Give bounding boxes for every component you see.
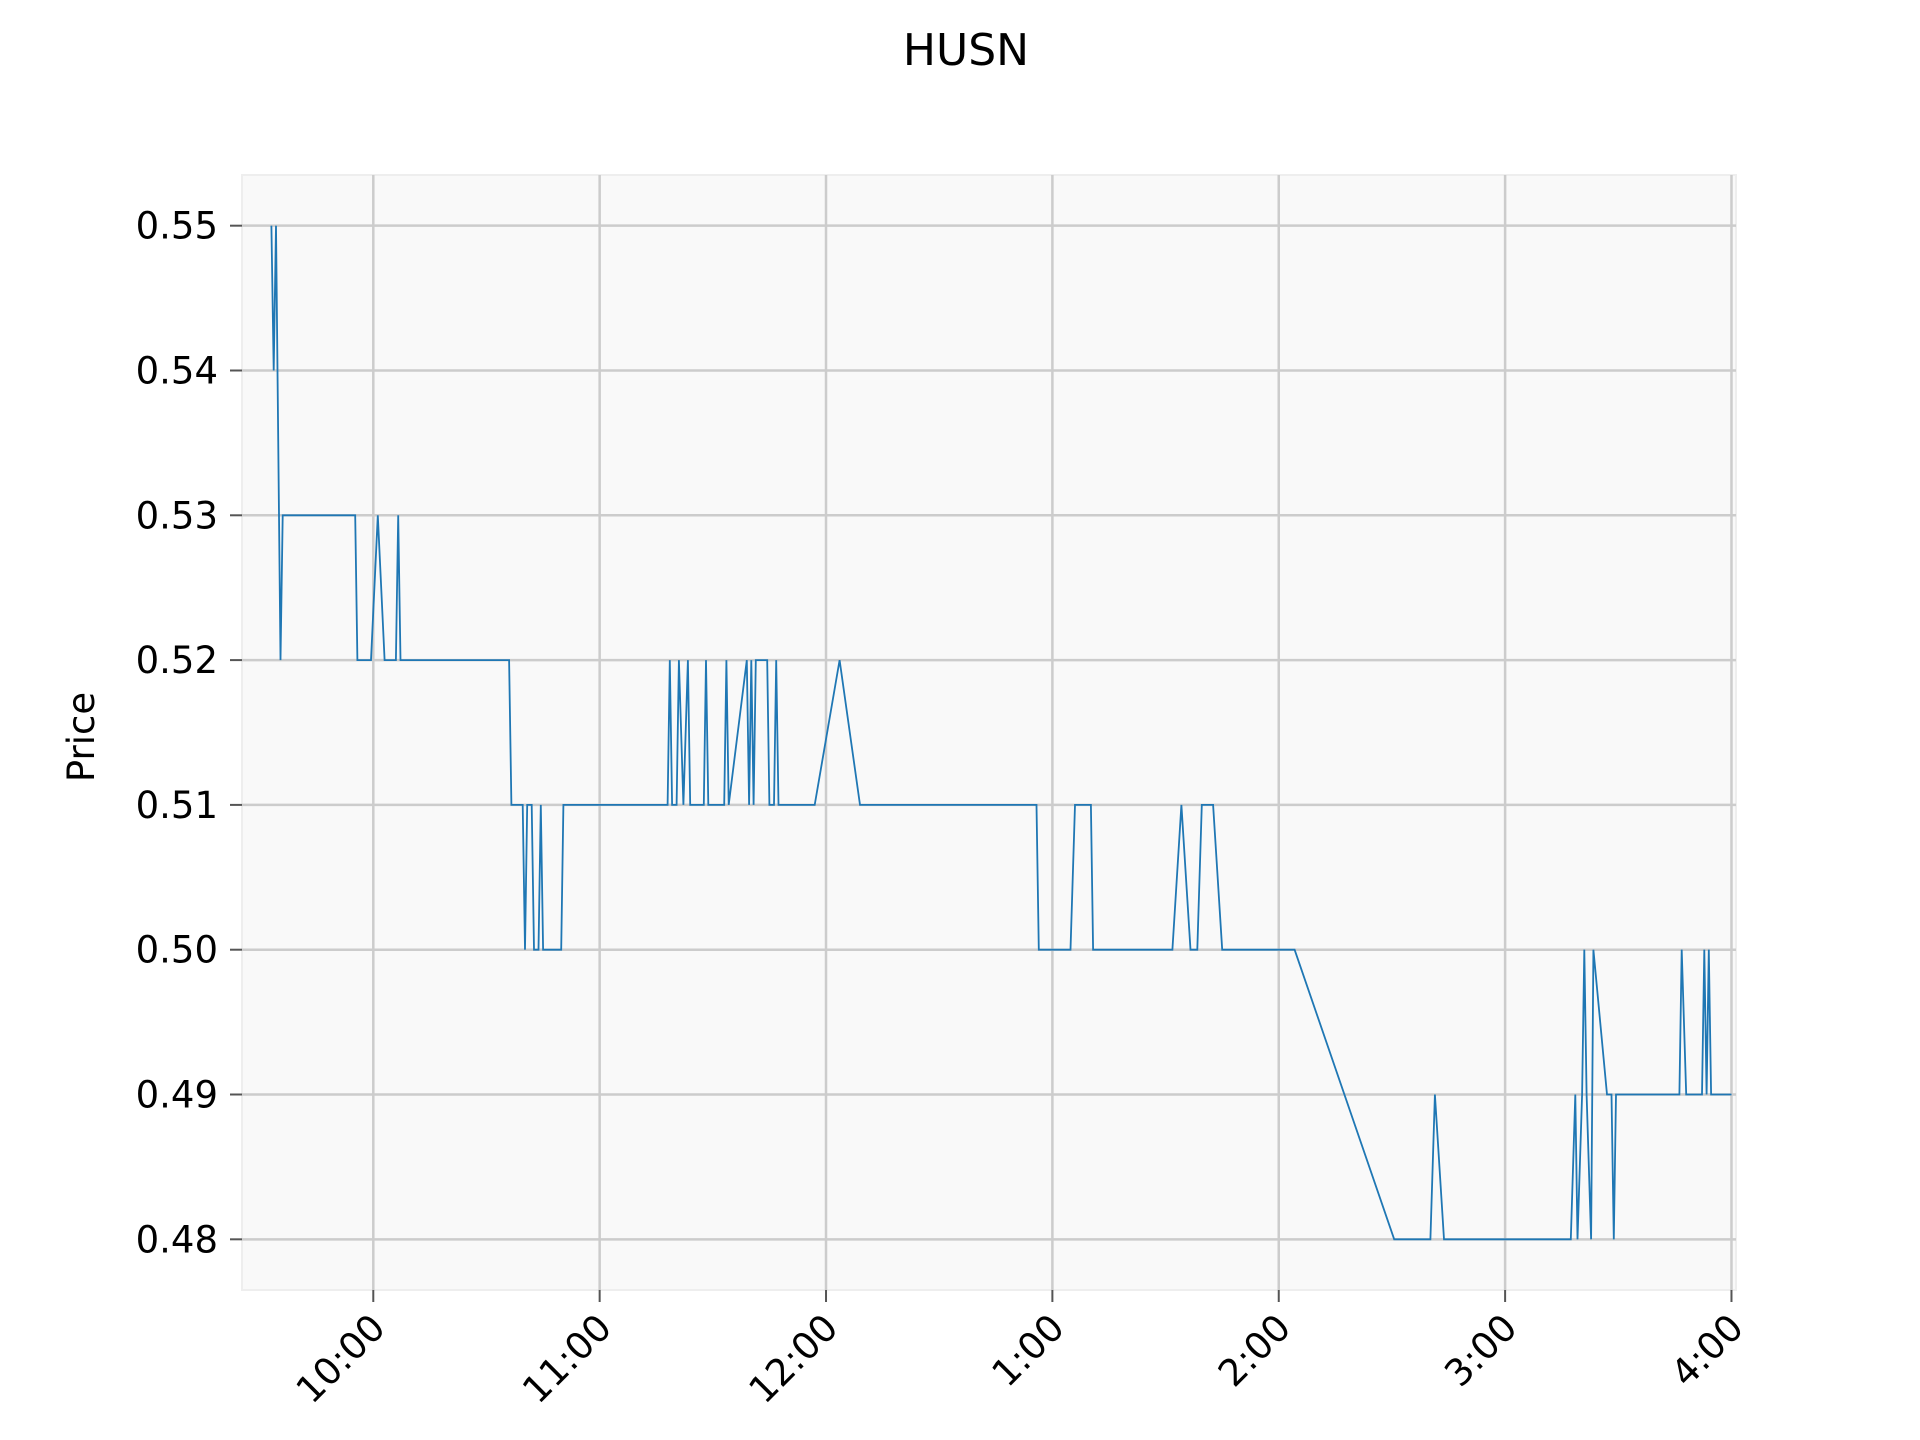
x-tick-label: 11:00 (514, 1306, 620, 1412)
price-series-line (270, 225, 1732, 1241)
x-tick-label: 12:00 (741, 1306, 847, 1412)
chart-title: HUSN (903, 25, 1029, 76)
series-layer (270, 225, 1732, 1241)
x-tick-label: 3:00 (1436, 1306, 1525, 1395)
y-tick-label: 0.51 (136, 784, 218, 827)
y-tick-label: 0.52 (136, 639, 218, 682)
x-tick-label: 10:00 (288, 1306, 394, 1412)
x-tick-label: 4:00 (1663, 1306, 1752, 1395)
y-tick-label: 0.55 (136, 205, 218, 248)
y-tick-label: 0.48 (136, 1218, 218, 1261)
x-tick-label: 1:00 (984, 1306, 1073, 1395)
y-tick-label: 0.54 (136, 349, 218, 392)
y-tick-label: 0.49 (136, 1074, 218, 1117)
y-axis-label: Price (60, 692, 103, 782)
x-tick-label: 2:00 (1210, 1306, 1299, 1395)
y-tick-label: 0.50 (136, 929, 218, 972)
y-tick-label: 0.53 (136, 494, 218, 537)
grid-lines (242, 175, 1736, 1290)
plot-area (241, 174, 1737, 1291)
